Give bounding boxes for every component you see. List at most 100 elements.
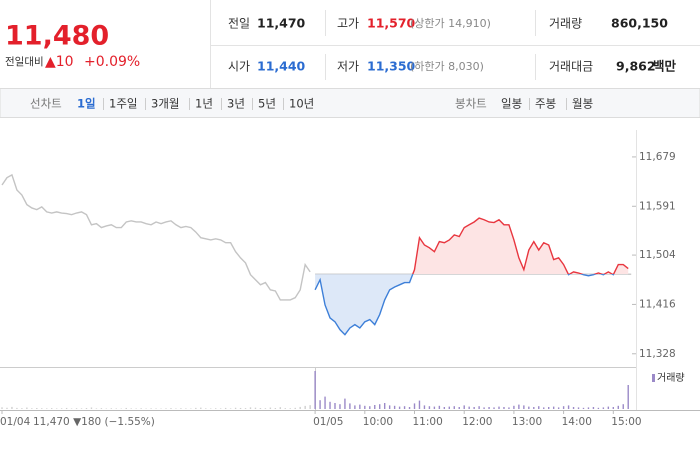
change: ▲10 — [45, 54, 74, 70]
volume-bar — [259, 408, 262, 409]
volume-bar — [115, 408, 118, 409]
volume-bar — [289, 408, 291, 409]
volume-bar — [612, 407, 615, 409]
volume-bar — [562, 406, 565, 409]
volume-bar — [85, 408, 88, 409]
volume-bar — [398, 406, 401, 409]
volume-bar — [75, 408, 78, 409]
change-label: 전일대비 — [5, 55, 44, 68]
info-value: 860,150 — [611, 16, 668, 31]
volume-bar — [80, 408, 83, 409]
volume-bar — [21, 408, 23, 409]
volume-bar — [309, 405, 311, 409]
volume-bar — [483, 407, 485, 409]
prev-day-line — [1, 173, 311, 301]
volume-bar — [443, 407, 446, 409]
volume-bar — [274, 408, 277, 409]
volume-bar — [31, 408, 33, 409]
volume-bar — [354, 405, 356, 409]
volume-bar — [299, 406, 301, 409]
volume-bar — [1, 407, 3, 409]
volume-bar — [552, 406, 555, 409]
volume-bar — [150, 408, 152, 409]
volume-bar — [567, 405, 570, 409]
tab[interactable]: 1일 — [77, 97, 96, 111]
volume-bar — [602, 407, 605, 409]
info-label: 고가 — [337, 17, 359, 31]
volume-bar — [597, 407, 600, 409]
volume-bar — [364, 405, 366, 409]
volume-bar — [294, 407, 296, 409]
volume-bar — [607, 406, 610, 409]
volume-bar — [413, 403, 416, 409]
volume-bar — [533, 407, 535, 409]
info-note: (하한가 8,030) — [410, 59, 484, 73]
volume-bar — [572, 407, 575, 409]
volume-bar — [254, 407, 257, 409]
x-tick-label: 11:00 — [413, 416, 443, 428]
volume-legend: 거래량 — [657, 372, 685, 384]
area-up — [412, 218, 629, 275]
volume-bar — [582, 407, 585, 409]
x-tick-label: 01/05 — [313, 416, 343, 428]
tab[interactable]: 5년 — [258, 97, 276, 111]
volume-bar — [65, 407, 68, 409]
volume-bar — [284, 408, 286, 409]
info-label: 저가 — [337, 60, 359, 74]
volume-bar — [16, 407, 18, 409]
volume-bar — [438, 405, 441, 409]
tab[interactable]: 10년 — [289, 97, 314, 111]
y-tick-label: 11,679 — [639, 151, 676, 163]
x-tick-label: 01/04 — [0, 416, 31, 428]
x-tick-label: 13:00 — [512, 416, 542, 428]
tab[interactable]: 1주일 — [109, 97, 137, 111]
volume-bar — [180, 408, 182, 409]
volume-bar — [627, 385, 629, 409]
volume-bar — [279, 407, 282, 409]
tab[interactable]: 3년 — [227, 97, 245, 111]
volume-bar — [543, 407, 545, 409]
volume-bar — [369, 406, 371, 409]
volume-bar — [458, 407, 460, 409]
volume-bar — [60, 408, 63, 409]
volume-bar — [36, 408, 38, 409]
info-value: 11,440 — [257, 59, 306, 74]
volume-bar — [393, 405, 396, 409]
current-price: 11,480 — [5, 21, 109, 52]
volume-bar — [448, 406, 450, 409]
volume-bar — [319, 400, 321, 409]
volume-bar — [513, 405, 515, 409]
info-label: 거래대금 — [549, 60, 593, 74]
line-down — [314, 274, 615, 336]
volume-bar — [264, 408, 267, 409]
volume-bar — [622, 404, 624, 409]
volume-bar — [26, 407, 28, 409]
info-label: 거래량 — [549, 17, 582, 31]
volume-bar — [383, 403, 386, 409]
volume-bar — [577, 407, 580, 409]
volume-bar — [130, 408, 132, 409]
y-tick-label: 11,328 — [639, 348, 676, 360]
volume-bar — [334, 403, 336, 409]
volume-bar — [244, 408, 247, 409]
tab[interactable]: 일봉 — [501, 97, 522, 111]
volume-bar — [210, 408, 212, 409]
tab[interactable]: 1년 — [195, 97, 213, 111]
volume-bar — [503, 407, 505, 409]
volume-bar — [329, 401, 331, 409]
volume-bar — [314, 371, 316, 409]
volume-legend-swatch — [652, 374, 655, 382]
tab-group-label: 봉차트 — [455, 97, 487, 111]
tabs: 선차트 1일 1주일 3개월 1년 3년 5년 10년 봉차트 일봉 주봉 월봉 — [30, 97, 593, 111]
volume-bar — [359, 404, 361, 409]
info-value: 11,470 — [257, 16, 306, 31]
x-tick-label: 12:00 — [462, 416, 492, 428]
volume-bar — [200, 407, 202, 409]
volume-bar — [478, 406, 480, 409]
tab[interactable]: 주봉 — [535, 97, 556, 111]
tab[interactable]: 월봉 — [572, 97, 593, 111]
tab[interactable]: 3개월 — [151, 97, 179, 111]
x-tick-label: 15:00 — [611, 416, 641, 428]
volume-bar — [324, 396, 326, 409]
